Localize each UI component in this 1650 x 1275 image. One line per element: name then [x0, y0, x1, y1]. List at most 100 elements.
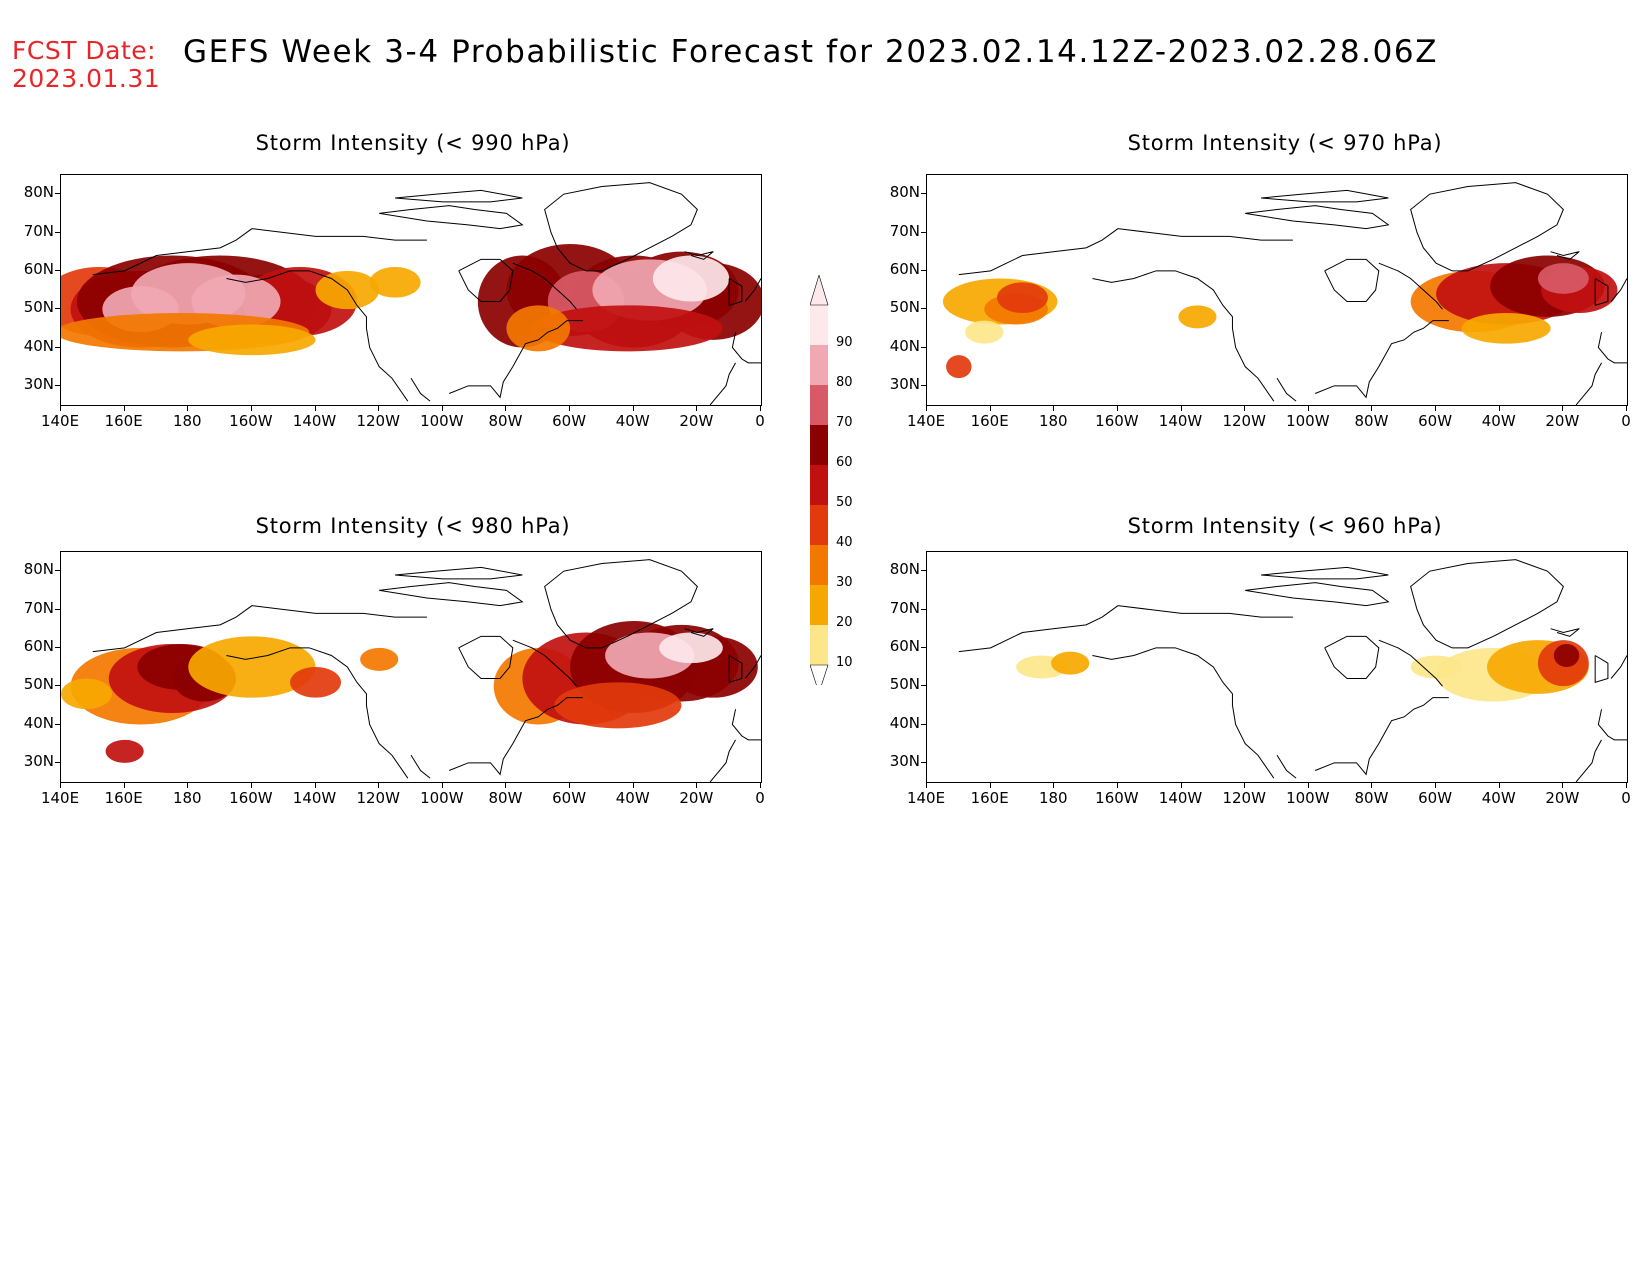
- color-legend: 10 20 30 40 50 60 70 80 90: [810, 275, 853, 685]
- lon-tick-label: 100W: [420, 412, 464, 430]
- lat-tick: [921, 231, 926, 233]
- coastline: [226, 270, 409, 402]
- coastline: [1245, 582, 1390, 607]
- probability-cell: [360, 647, 399, 671]
- fcst-date-value: 2023.01.31: [12, 64, 161, 93]
- lon-tick: [314, 783, 316, 788]
- legend-swatch: [810, 465, 828, 505]
- lon-tick: [1371, 406, 1373, 411]
- coastline: [1410, 182, 1564, 272]
- lon-tick-label: 140W: [1158, 412, 1203, 430]
- lat-tick: [921, 346, 926, 348]
- probability-cell: [997, 282, 1048, 313]
- lat-tick-label: 40N: [23, 713, 54, 732]
- lat-tick: [921, 723, 926, 725]
- lon-tick: [696, 406, 698, 411]
- lon-tick: [569, 783, 571, 788]
- legend-level-label: 20: [836, 615, 853, 630]
- lon-tick-label: 160W: [1095, 789, 1139, 807]
- coastline: [1324, 635, 1380, 679]
- legend-swatch: [810, 545, 828, 585]
- lon-tick: [505, 406, 507, 411]
- probability-cell: [506, 305, 571, 352]
- lon-tick: [123, 406, 125, 411]
- lon-tick: [1053, 406, 1055, 411]
- coastline: [92, 605, 427, 653]
- lon-tick: [1498, 406, 1500, 411]
- lon-tick: [378, 783, 380, 788]
- lon-tick-label: 120W: [1222, 789, 1266, 807]
- probability-cell: [1178, 305, 1217, 329]
- lon-tick: [1180, 406, 1182, 411]
- lon-tick: [989, 783, 991, 788]
- legend-level-label: 40: [836, 535, 853, 550]
- coastline: [731, 709, 761, 741]
- coastline: [1550, 251, 1580, 260]
- coastline: [1314, 697, 1449, 776]
- lon-tick-label: 140W: [292, 789, 337, 807]
- lon-tick: [441, 406, 443, 411]
- lat-tick-label: 80N: [889, 560, 920, 579]
- lon-tick-label: 100W: [1286, 412, 1330, 430]
- probability-cell: [290, 667, 341, 698]
- lon-tick: [1244, 783, 1246, 788]
- coastline: [728, 655, 743, 684]
- lat-tick: [55, 646, 60, 648]
- panel-title: Storm Intensity (< 980 hPa): [255, 514, 571, 538]
- lon-tick: [1244, 406, 1246, 411]
- lon-tick-label: 180: [1038, 412, 1068, 430]
- lon-tick: [1435, 406, 1437, 411]
- lon-tick-label: 160W: [229, 789, 273, 807]
- map-990: [60, 174, 762, 406]
- legend-swatch: [810, 625, 828, 665]
- lon-tick: [378, 406, 380, 411]
- coastline: [1410, 559, 1564, 649]
- lon-tick: [1307, 783, 1309, 788]
- coastline: [744, 655, 761, 679]
- lon-tick-label: 160W: [1095, 412, 1139, 430]
- probability-cell: [652, 255, 730, 302]
- lon-tick-label: 60W: [552, 789, 587, 807]
- probability-cell: [188, 324, 316, 356]
- coastline: [1276, 377, 1297, 402]
- lon-tick: [926, 406, 927, 411]
- probability-cell: [554, 682, 682, 729]
- probability-cell: [188, 636, 316, 698]
- lat-tick: [921, 761, 926, 763]
- lon-tick: [441, 783, 443, 788]
- probability-cell: [1553, 644, 1580, 667]
- lat-tick: [55, 269, 60, 271]
- legend-swatch: [810, 585, 828, 625]
- legend-level-label: 90: [836, 335, 853, 350]
- probability-cell: [369, 267, 421, 298]
- lat-tick: [921, 193, 926, 195]
- lon-tick: [1371, 783, 1373, 788]
- lat-tick: [921, 570, 926, 572]
- probability-cell: [1410, 655, 1462, 679]
- probability-cell: [659, 632, 723, 664]
- lon-tick-label: 120W: [1222, 412, 1266, 430]
- lon-tick-label: 80W: [488, 412, 523, 430]
- lon-tick: [250, 406, 252, 411]
- lat-tick: [921, 646, 926, 648]
- coastline: [379, 582, 524, 607]
- lat-tick: [55, 231, 60, 233]
- lat-tick-label: 70N: [889, 598, 920, 617]
- legend-level-label: 60: [836, 455, 853, 470]
- lon-tick-label: 100W: [1286, 789, 1330, 807]
- lat-tick-label: 50N: [889, 675, 920, 694]
- coastline: [512, 262, 577, 310]
- lon-tick-label: 40W: [1481, 789, 1516, 807]
- lat-tick-label: 60N: [889, 636, 920, 655]
- probability-cell: [1461, 313, 1551, 344]
- map-970: [926, 174, 1628, 406]
- lat-tick: [55, 346, 60, 348]
- coastline: [1597, 332, 1627, 364]
- lat-tick: [55, 193, 60, 195]
- coastline: [226, 647, 409, 779]
- probability-map: [61, 559, 761, 782]
- lon-tick: [989, 406, 991, 411]
- lon-tick-label: 140W: [292, 412, 337, 430]
- coastline: [410, 754, 431, 779]
- coastline: [958, 605, 1293, 653]
